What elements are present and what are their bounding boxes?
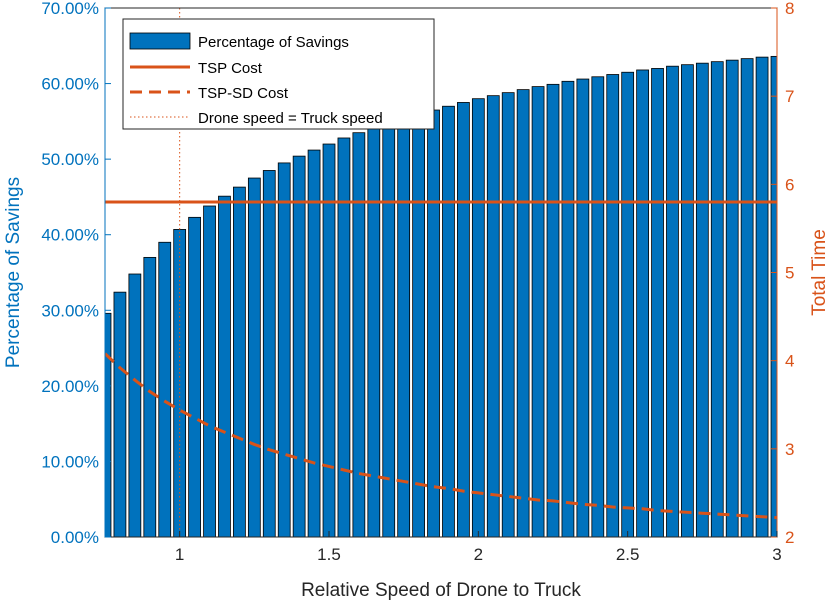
y-axis-right-title: Total Time [809, 229, 830, 316]
bar [188, 216, 201, 537]
legend-label: Drone speed = Truck speed [198, 110, 383, 127]
bar [442, 105, 455, 537]
bar [755, 56, 769, 537]
bar [292, 155, 306, 537]
bar [681, 64, 694, 537]
right-tick-label: 7 [785, 87, 794, 106]
bar [427, 109, 440, 537]
x-axis: 1 1.5 2 2.5 3 [175, 531, 782, 564]
bar [337, 137, 351, 537]
left-axis: 0.00% 10.00% 20.00% 30.00% 40.00% 50.00% 60.00… [41, 0, 111, 547]
bar [695, 62, 709, 537]
bar [352, 132, 366, 537]
bar [636, 69, 649, 537]
bar [561, 80, 575, 537]
left-tick-label: 10.00% [41, 452, 99, 471]
left-tick-label: 0.00% [51, 528, 99, 547]
bar [606, 74, 620, 537]
right-tick-label: 8 [785, 0, 794, 18]
legend-label: TSP-SD Cost [198, 85, 289, 102]
x-axis-title: Relative Speed of Drone to Truck [301, 580, 581, 601]
bar [113, 291, 127, 537]
bar [770, 55, 777, 537]
x-tick-label: 2 [474, 545, 483, 564]
bar [486, 95, 500, 537]
bar [621, 71, 635, 537]
bar [233, 186, 246, 537]
left-tick-label: 70.00% [41, 0, 99, 18]
bar [471, 98, 485, 537]
left-tick-label: 20.00% [41, 377, 99, 396]
bar [651, 68, 664, 537]
legend: Percentage of Savings TSP Cost TSP-SD Cost… [122, 18, 435, 130]
right-axis: 2 3 4 5 6 7 8 [771, 0, 794, 547]
bar [158, 241, 172, 537]
y-axis-left-title: Percentage of Savings [3, 177, 24, 368]
bar [725, 59, 739, 537]
x-tick-label: 1.5 [317, 545, 341, 564]
bar [412, 113, 425, 537]
right-tick-label: 6 [785, 175, 794, 194]
bar [516, 89, 530, 537]
bar [322, 143, 336, 537]
bar [307, 149, 321, 537]
bar [576, 78, 590, 537]
x-tick-label: 2.5 [616, 545, 640, 564]
bar [218, 195, 231, 537]
bar [262, 170, 276, 537]
bar [382, 122, 396, 537]
bar [666, 65, 679, 537]
bar [277, 162, 291, 537]
bar [591, 76, 605, 537]
bar [501, 92, 515, 537]
left-tick-label: 60.00% [41, 75, 99, 94]
bar [531, 86, 545, 537]
bar [740, 58, 754, 537]
bar [397, 117, 411, 537]
bar [546, 83, 560, 537]
legend-label: TSP Cost [198, 60, 263, 77]
right-tick-label: 5 [785, 264, 794, 283]
left-tick-label: 50.00% [41, 150, 99, 169]
legend-swatch-savings [129, 32, 191, 50]
bar [710, 61, 724, 537]
bars-layer [105, 55, 777, 537]
x-tick-label: 1 [175, 545, 184, 564]
left-tick-label: 40.00% [41, 226, 99, 245]
tsp-sd-cost-line [105, 352, 777, 520]
bar [457, 102, 470, 537]
x-tick-label: 3 [772, 545, 781, 564]
bar [247, 177, 261, 537]
right-tick-label: 4 [785, 352, 794, 371]
legend-label: Percentage of Savings [198, 34, 349, 51]
right-tick-label: 3 [785, 440, 794, 459]
bar [203, 205, 216, 537]
left-tick-label: 30.00% [41, 301, 99, 320]
right-tick-label: 2 [785, 528, 794, 547]
bar [173, 229, 187, 537]
bar [143, 256, 157, 537]
bar [128, 273, 142, 537]
